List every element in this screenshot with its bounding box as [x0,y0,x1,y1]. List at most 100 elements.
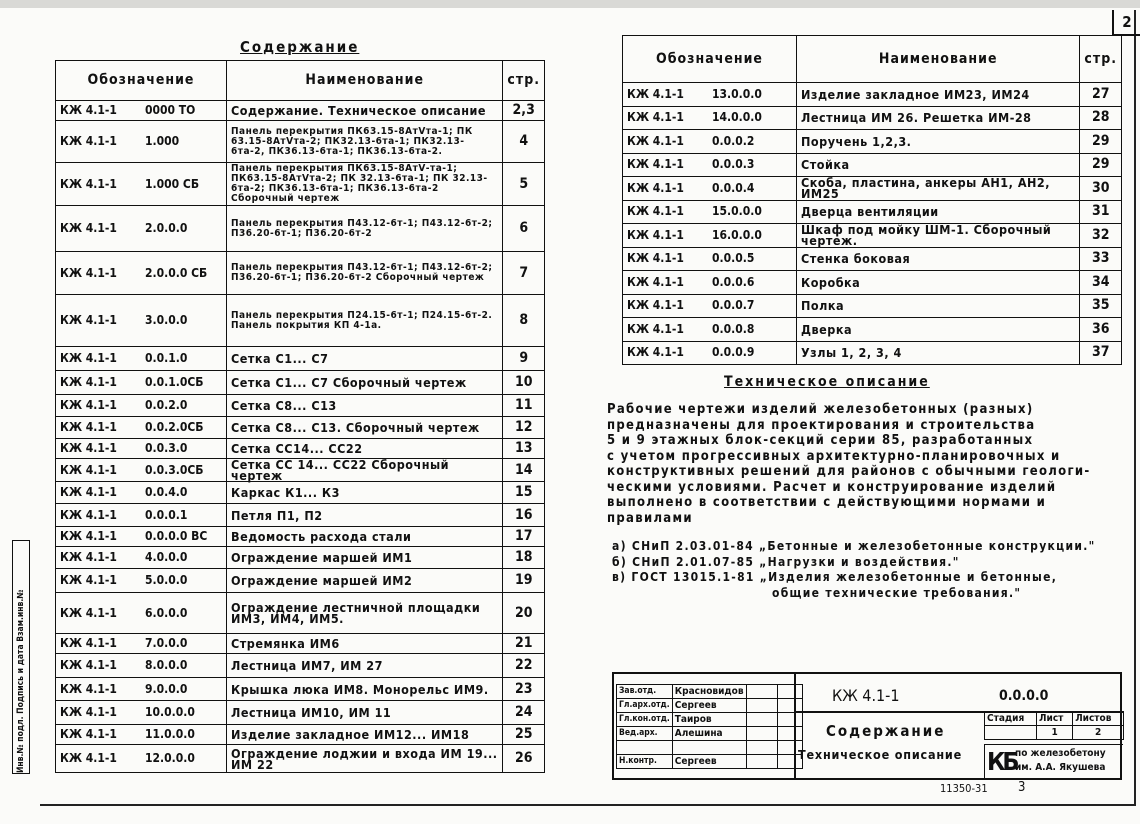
name-cell: Изделие закладное ИМ12... ИМ18 [225,724,504,745]
table-row: КЖ 4.1-1 0.0.0.4 Скоба, пластина, анкеры А… [622,176,1122,201]
page-cell: 16 [502,503,545,527]
designation-cell: КЖ 4.1-1 0.0.1.0СБ [55,370,227,395]
document-code: КЖ 4.1-1 [60,398,117,412]
name-cell: Шкаф под мойку ШМ-1. Сборочный чертеж. [795,223,1081,248]
signer-name: Красновидов [671,684,747,699]
org-name-line2: им. А.А. Якушева [1015,762,1106,773]
sheets-label: Листов [1072,711,1124,726]
signature [745,726,778,741]
document-number: 0.0.0.7 [712,298,755,313]
name-cell: Дверца вентиляции [795,199,1081,224]
document-number: 0.0.0.4 [712,180,755,195]
designation-cell: КЖ 4.1-1 9.0.0.0 [55,677,227,701]
page-cell: 31 [1079,199,1122,224]
page-cell: 13 [502,438,545,459]
name-cell: Сетка С1... С7 Сборочный чертеж [225,370,504,395]
table-row: КЖ 4.1-1 0.0.0.1 Петля П1, П2 16 [55,503,545,527]
designation-cell: КЖ 4.1-1 11.0.0.0 [55,724,227,745]
page-cell: 28 [1079,105,1122,130]
name-cell: Дверка [795,317,1081,342]
designation-cell: КЖ 4.1-1 2.0.0.0 СБ [55,251,227,295]
document-number: 14.0.0.0 [712,110,762,125]
reference-item: в) ГОСТ 13015.1-81 „Изделия железобетонн… [612,570,1058,584]
designation-cell: КЖ 4.1-1 7.0.0.0 [55,633,227,654]
table-row: КЖ 4.1-1 2.0.0.0 СБ Панель перекрытия П43.… [55,251,545,295]
document-number: 9.0.0.0 [145,681,188,696]
table-row: КЖ 4.1-1 0.0.1.0СБ Сетка С1... С7 Сборочны… [55,370,545,395]
designation-cell: КЖ 4.1-1 2.0.0.0 [55,205,227,252]
document-code: КЖ 4.1-1 [627,227,684,242]
table-row: КЖ 4.1-1 1.000 Панель перекрытия ПК63.15-8… [55,120,545,163]
name-cell: Сетка СС 14... СС22 Сборочный чертеж [225,458,504,482]
name-cell: Каркас К1... К3 [225,481,504,504]
document-code: КЖ 4.1-1 [60,636,117,650]
reference-item: а) СНиП 2.03.01-84 „Бетонные и железобет… [612,539,1096,553]
document-number: 8.0.0.0 [145,658,188,672]
document-number: 0.0.3.0СБ [145,462,204,477]
sheet-label: Лист [1036,711,1074,726]
document-number: 4.0.0.0 [145,550,188,564]
document-subtitle: Техническое описание [798,747,963,762]
designation-cell: КЖ 4.1-1 0.0.0.1 [55,503,227,527]
document-number: 1.000 СБ [145,176,200,191]
designation-cell: КЖ 4.1-1 13.0.0.0 [622,82,797,107]
name-cell: Поручень 1,2,3. [795,129,1081,154]
page-cell: 35 [1079,293,1122,318]
name-cell: Панель перекрытия П24.15-6т-1; П24.15-6т… [225,294,504,347]
name-cell: Узлы 1, 2, 3, 4 [795,340,1081,365]
designation-cell: КЖ 4.1-1 0.0.1.0 [55,346,227,371]
name-cell: Ведомость расхода стали [225,526,504,547]
document-code: КЖ 4.1-1 [60,573,117,587]
designation-cell: КЖ 4.1-1 0.0.3.0СБ [55,458,227,482]
header-page: стр. [502,60,545,101]
scan-top-edge [0,0,1140,8]
date [776,726,803,741]
document-code: КЖ 4.1-1 [627,110,684,125]
page-cell: 12 [502,416,545,439]
name-cell: Сетка СС14... СС22 [225,438,504,459]
name-cell: Ограждение маршей ИМ2 [225,568,504,593]
document-code: КЖ 4.1-1 [627,204,684,219]
text-line: выполнено в соответствии с действующими … [607,495,1047,510]
table-row: КЖ 4.1-1 16.0.0.0 Шкаф под мойку ШМ-1. Сбо… [622,223,1122,248]
page-cell: 7 [502,251,545,295]
name-cell: Стенка боковая [795,246,1081,271]
document-code: КЖ 4.1-1 [627,274,684,289]
document-code: КЖ 4.1-1 [60,658,117,672]
page-cell: 23 [502,677,545,701]
table-row: КЖ 4.1-1 0.0.0.9 Узлы 1, 2, 3, 4 37 [622,340,1122,365]
table-row: КЖ 4.1-1 0.0.0.2 Поручень 1,2,3. 29 [622,129,1122,154]
name-cell: Ограждение лестничной площадки ИМ3, ИМ4,… [225,592,504,634]
table-row: КЖ 4.1-1 9.0.0.0 Крышка люка ИМ8. Монорель… [55,677,545,701]
role: Зав.отд. [616,684,673,699]
designation-cell: КЖ 4.1-1 0.0.0.8 [622,317,797,342]
document-number: 15.0.0.0 [712,204,762,219]
tech-description-title: Техническое описание [724,374,930,390]
date [776,712,803,727]
document-number: 7.0.0.0 [145,636,188,650]
document-code: КЖ 4.1-1 [60,681,117,696]
designation-cell: КЖ 4.1-1 0.0.0.5 [622,246,797,271]
designation-cell: КЖ 4.1-1 15.0.0.0 [622,199,797,224]
table-row: КЖ 4.1-1 0.0.0.0 ВС Ведомость расхода стал… [55,526,545,547]
table-row: КЖ 4.1-1 0.0.0.6 Коробка 34 [622,270,1122,295]
designation-cell: КЖ 4.1-1 0.0.0.3 [622,152,797,177]
designation-cell: КЖ 4.1-1 1.000 СБ [55,162,227,206]
drawing-frame [40,10,1136,806]
name-cell: Сетка С1... С7 [225,346,504,371]
page-cell: 26 [502,744,545,773]
table-row: КЖ 4.1-1 0.0.2.0СБ Сетка С8... С13. Сбороч… [55,416,545,439]
page-cell: 18 [502,546,545,569]
archive-number: 11350-31 [940,782,988,795]
designation-cell: КЖ 4.1-1 0.0.0.0 ВС [55,526,227,547]
document-code: КЖ 4.1-1 [60,529,117,543]
header-designation: Обозначение [55,60,227,101]
name-cell: Крышка люка ИМ8. Монорельс ИМ9. [225,677,504,701]
document-code: КЖ 4.1-1 [60,313,117,327]
document-code: КЖ 4.1-1 [60,462,117,477]
document-number: 1.000 [145,134,180,148]
designation-cell: КЖ 4.1-1 3.0.0.0 [55,294,227,347]
signer-name: Сергеев [671,698,747,713]
signature [745,698,778,713]
name-cell: Панель перекрытия П43.12-6т-1; П43.12-6т… [225,205,504,252]
